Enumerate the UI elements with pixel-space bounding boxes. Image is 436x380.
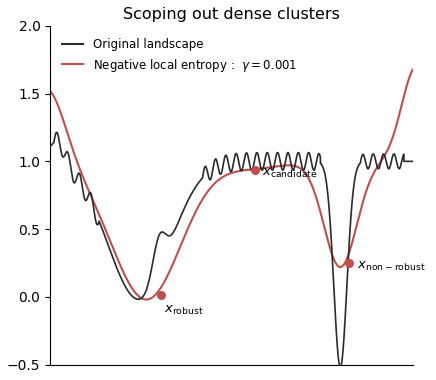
Legend: Original landscape, Negative local entropy :  $\gamma = 0.001$: Original landscape, Negative local entro…	[56, 32, 303, 79]
Text: $x_{\mathrm{robust}}$: $x_{\mathrm{robust}}$	[164, 304, 204, 317]
Text: $x_{\mathrm{non-robust}}$: $x_{\mathrm{non-robust}}$	[357, 260, 425, 273]
Title: Scoping out dense clusters: Scoping out dense clusters	[123, 7, 340, 22]
Text: $x_{\mathrm{candidate}}$: $x_{\mathrm{candidate}}$	[262, 167, 318, 180]
